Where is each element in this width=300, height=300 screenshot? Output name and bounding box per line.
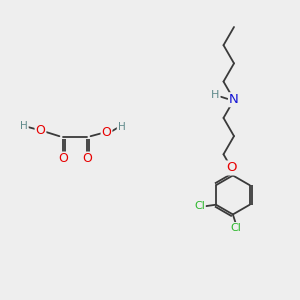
Text: O: O	[82, 152, 92, 166]
Text: O: O	[36, 124, 45, 137]
Text: H: H	[118, 122, 125, 133]
Text: O: O	[226, 161, 237, 174]
Text: H: H	[20, 121, 28, 131]
Text: N: N	[229, 93, 239, 106]
Text: O: O	[58, 152, 68, 166]
Text: Cl: Cl	[194, 201, 205, 211]
Text: Cl: Cl	[230, 223, 241, 233]
Text: H: H	[211, 90, 220, 100]
Text: O: O	[102, 125, 111, 139]
